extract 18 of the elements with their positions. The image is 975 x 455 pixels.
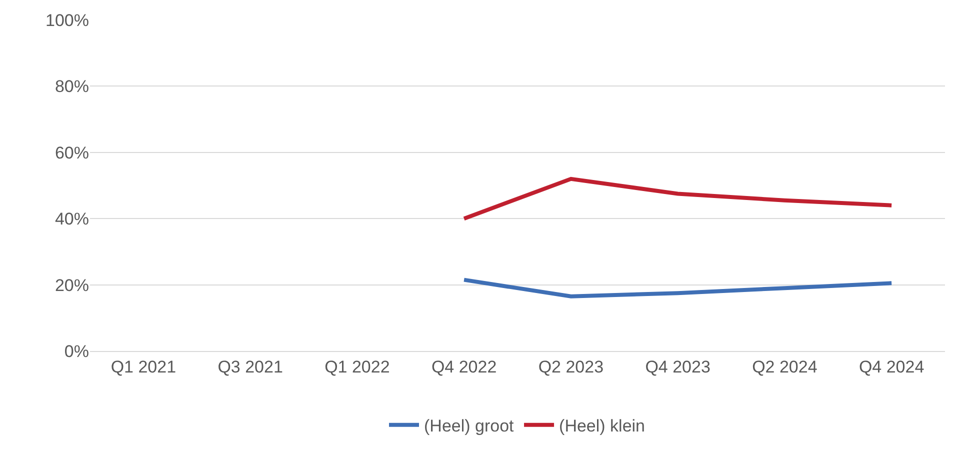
x-tick-label: Q3 2021: [218, 357, 283, 376]
y-tick-label: 60%: [54, 143, 89, 162]
x-tick-label: Q2 2023: [538, 357, 604, 376]
legend-label: (Heel) klein: [559, 416, 646, 436]
y-tick-label: 40%: [54, 210, 89, 229]
legend-label: (Heel) groot: [424, 416, 514, 436]
x-tick-label: Q4 2023: [645, 357, 710, 376]
y-tick-label: 0%: [64, 342, 89, 361]
x-tick-label: Q1 2021: [110, 357, 176, 376]
line-series: [462, 278, 894, 298]
y-tick-label: 80%: [54, 77, 89, 96]
y-tick-label: 20%: [54, 276, 89, 295]
x-tick-label: Q2 2024: [752, 357, 818, 376]
x-tick-label: Q4 2022: [431, 357, 497, 376]
line-series: [462, 176, 894, 221]
x-tick-label: Q4 2024: [858, 357, 924, 376]
y-tick-label: 100%: [46, 10, 89, 30]
x-tick-label: Q1 2022: [324, 357, 390, 376]
